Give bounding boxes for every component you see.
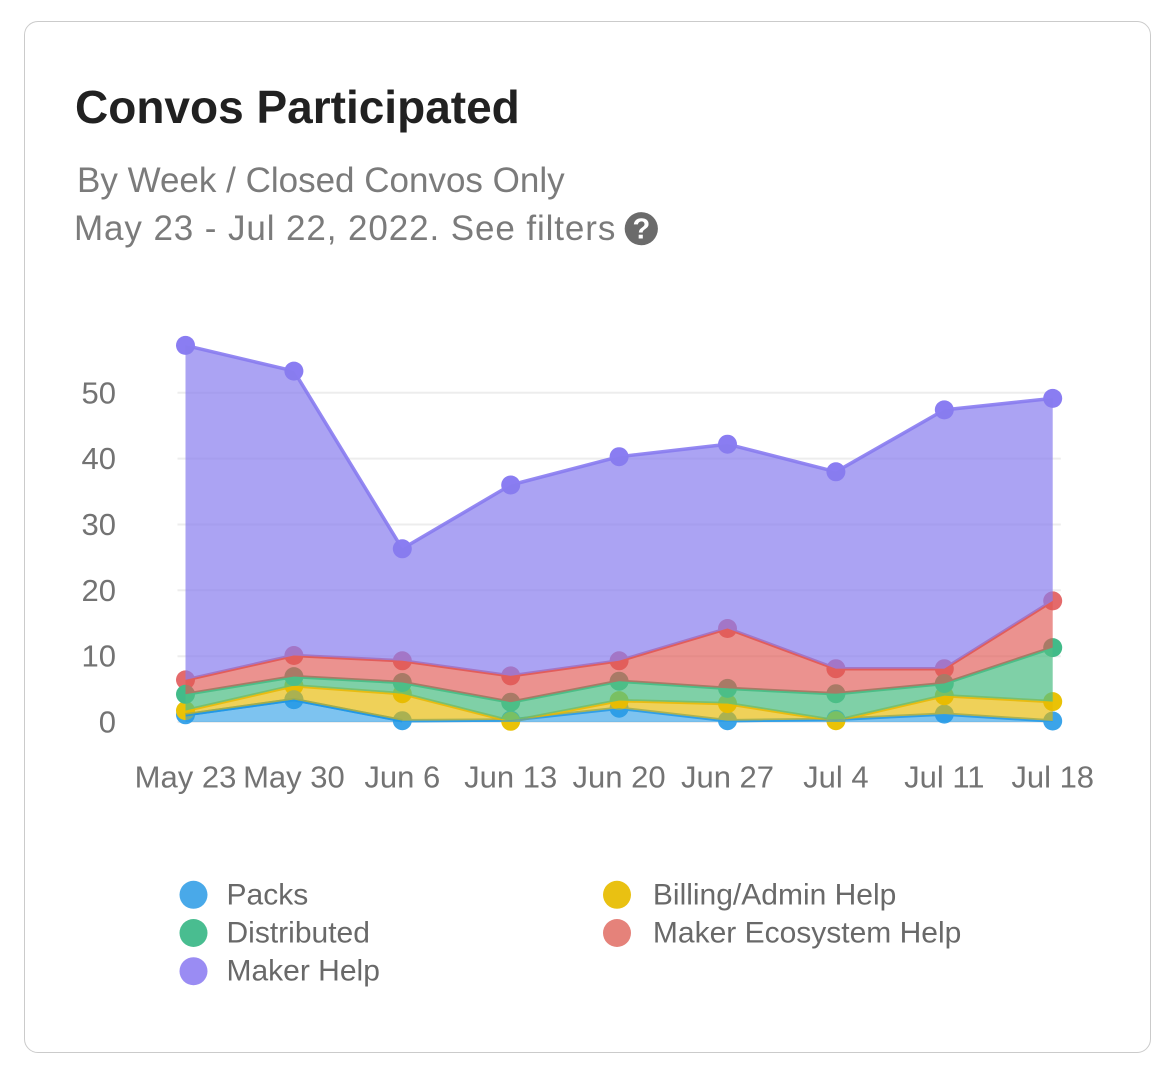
svg-text:Billing/Admin Help: Billing/Admin Help	[653, 878, 896, 911]
svg-text:Packs: Packs	[227, 878, 309, 911]
svg-text:May 23: May 23	[135, 760, 237, 795]
svg-text:Maker Ecosystem Help: Maker Ecosystem Help	[653, 917, 961, 950]
svg-text:Jun 13: Jun 13	[464, 760, 557, 795]
svg-text:?: ?	[632, 214, 650, 246]
svg-text:Jul 18: Jul 18	[1011, 760, 1094, 795]
svg-text:Jul 4: Jul 4	[803, 760, 868, 795]
svg-text:May 30: May 30	[243, 760, 345, 795]
svg-text:10: 10	[82, 639, 116, 674]
svg-text:50: 50	[82, 375, 116, 410]
svg-text:0: 0	[99, 705, 116, 740]
svg-text:Jun 20: Jun 20	[573, 760, 666, 795]
svg-text:Jul 11: Jul 11	[904, 760, 984, 795]
svg-text:Maker Help: Maker Help	[227, 955, 380, 988]
svg-text:20: 20	[82, 573, 116, 608]
svg-text:Distributed: Distributed	[227, 917, 370, 950]
svg-text:Jun 6: Jun 6	[364, 760, 440, 795]
svg-text:30: 30	[82, 507, 116, 542]
svg-text:40: 40	[82, 441, 116, 476]
svg-text:Jun 27: Jun 27	[681, 760, 774, 795]
